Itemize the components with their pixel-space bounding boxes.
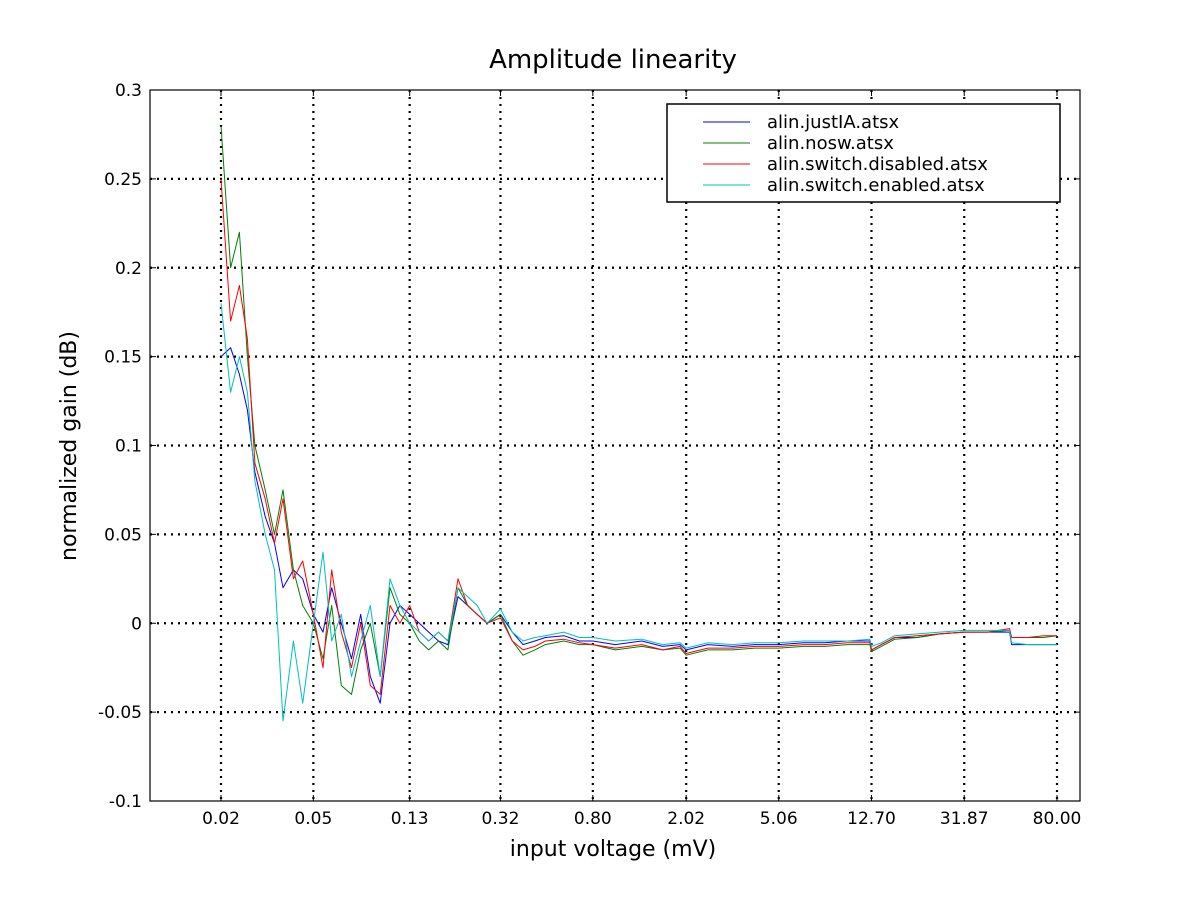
legend-label: alin.justIA.atsx bbox=[767, 112, 900, 133]
y-tick-label: 0.3 bbox=[115, 81, 142, 101]
x-tick-label: 0.02 bbox=[202, 809, 240, 829]
legend-box bbox=[666, 103, 1061, 203]
legend-label: alin.switch.enabled.atsx bbox=[767, 175, 985, 196]
series-line bbox=[220, 178, 1057, 695]
x-axis-label: input voltage (mV) bbox=[510, 837, 716, 862]
y-tick-label: 0.05 bbox=[104, 525, 142, 545]
x-tick-label: 2.02 bbox=[667, 809, 705, 829]
x-tick-label: 0.32 bbox=[482, 809, 520, 829]
y-tick-label: 0.2 bbox=[115, 259, 142, 279]
y-tick-label: -0.05 bbox=[98, 703, 142, 723]
series-line bbox=[220, 125, 1058, 695]
x-tick-label: 12.70 bbox=[847, 809, 896, 829]
legend-label: alin.nosw.atsx bbox=[767, 133, 894, 154]
x-tick-label: 31.87 bbox=[940, 809, 989, 829]
legend: alin.justIA.atsxalin.nosw.atsxalin.switc… bbox=[666, 103, 1061, 203]
series-line bbox=[220, 303, 1057, 722]
axis-ticks: 0.02 0.05 0.13 0.32 0.80 2.02 5.06 12.70 31.87 80… bbox=[98, 81, 1081, 829]
grid-lines bbox=[150, 90, 1080, 801]
y-tick-label: 0.25 bbox=[104, 170, 142, 190]
y-tick-label: 0 bbox=[131, 614, 142, 634]
x-tick-label: 0.80 bbox=[574, 809, 612, 829]
y-tick-label: 0.15 bbox=[104, 348, 142, 368]
x-tick-label: 0.13 bbox=[391, 809, 429, 829]
plot-frame bbox=[149, 89, 1081, 802]
x-tick-label: 80.00 bbox=[1033, 809, 1082, 829]
x-tick-label: 5.06 bbox=[760, 809, 798, 829]
y-axis-label: normalized gain (dB) bbox=[57, 331, 82, 561]
x-tick-label: 0.05 bbox=[294, 809, 332, 829]
series-lines bbox=[220, 125, 1058, 722]
chart-title: Amplitude linearity bbox=[489, 45, 737, 75]
legend-label: alin.switch.disabled.atsx bbox=[767, 154, 988, 175]
y-tick-label: -0.1 bbox=[109, 792, 142, 812]
y-tick-label: 0.1 bbox=[115, 437, 142, 457]
